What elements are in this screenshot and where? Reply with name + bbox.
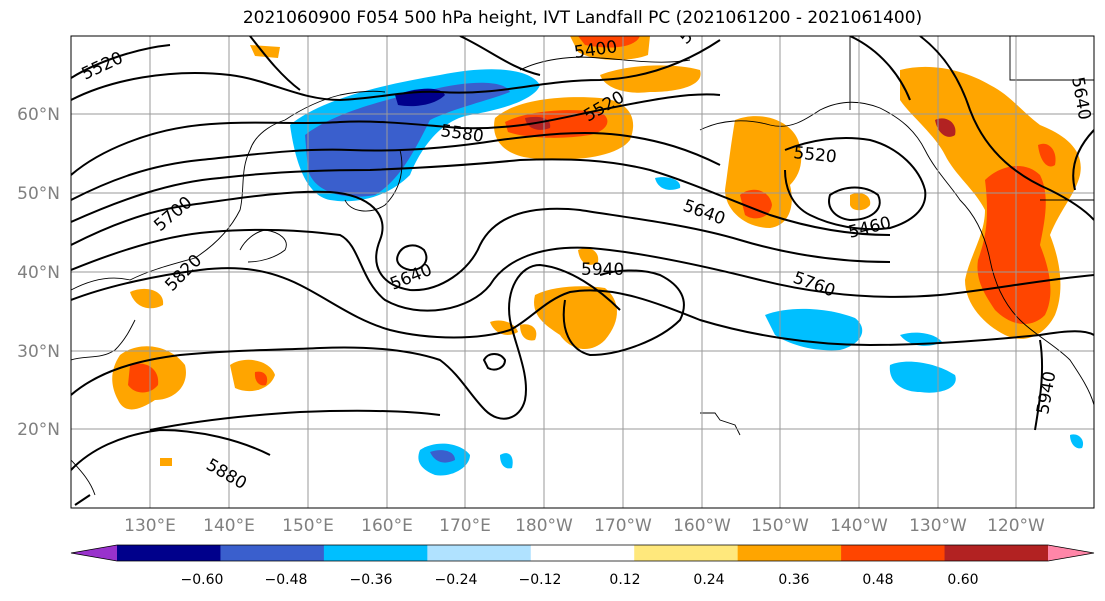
graticule — [71, 36, 1094, 508]
colorbar-tick-label: −0.60 — [181, 572, 224, 588]
lon-tick-label: 140°E — [203, 516, 255, 536]
colorbar-tick-label: 0.36 — [778, 572, 809, 588]
map-title: 2021060900 F054 500 hPa height, IVT Land… — [242, 8, 923, 28]
colorbar-tick-label: 0.60 — [947, 572, 978, 588]
colorbar-segment — [323, 545, 428, 561]
lon-tick-label: 160°E — [361, 516, 413, 536]
colorbar-segment — [944, 545, 1049, 561]
colorbar-segment — [737, 545, 842, 561]
lon-tick-label: 160°W — [673, 516, 731, 536]
contour-label: 5520 — [792, 143, 837, 167]
colorbar-segment — [427, 545, 532, 561]
colorbar-segment — [634, 545, 739, 561]
lon-tick-label: 150°E — [282, 516, 334, 536]
colorbar-tick-labels: −0.60 −0.48 −0.36 −0.24 −0.12 0.12 0.24 … — [181, 572, 979, 588]
colorbar-segment — [117, 545, 221, 561]
ivt-shading — [112, 36, 1084, 476]
lon-tick-label: 170°E — [439, 516, 491, 536]
colorbar-extend-low — [71, 545, 117, 561]
colorbar-segment — [530, 545, 635, 561]
colorbar — [70, 544, 1095, 562]
colorbar-segment — [841, 545, 946, 561]
lon-tick-label: 130°W — [909, 516, 967, 536]
lon-tick-label: 140°W — [830, 516, 888, 536]
colorbar-tick-label: 0.48 — [862, 572, 893, 588]
colorbar-tick-label: −0.48 — [265, 572, 308, 588]
map-frame — [70, 35, 1095, 509]
contour-label: 5940 — [581, 260, 624, 280]
latitude-labels: 60°N 50°N 40°N 30°N 20°N — [17, 105, 60, 440]
lon-tick-label: 130°E — [124, 516, 176, 536]
lon-tick-label: 180°W — [515, 516, 573, 536]
colorbar-extend-high — [1048, 545, 1094, 561]
lat-tick-label: 20°N — [17, 420, 60, 440]
lat-tick-label: 60°N — [17, 105, 60, 125]
height-contours — [71, 36, 1094, 506]
colorbar-tick-label: 0.12 — [609, 572, 640, 588]
lon-tick-label: 120°W — [987, 516, 1045, 536]
colorbar-tick-label: −0.12 — [519, 572, 562, 588]
longitude-labels: 130°E 140°E 150°E 160°E 170°E 180°W 170°… — [124, 516, 1045, 536]
colorbar-outline — [70, 544, 1095, 562]
lon-tick-label: 150°W — [751, 516, 809, 536]
lon-tick-label: 170°W — [594, 516, 652, 536]
colorbar-tick-label: −0.36 — [350, 572, 393, 588]
colorbar-tick-label: 0.24 — [693, 572, 724, 588]
colorbar-segment — [220, 545, 325, 561]
lat-tick-label: 40°N — [17, 263, 60, 283]
lat-tick-label: 30°N — [17, 342, 60, 362]
lat-tick-label: 50°N — [17, 184, 60, 204]
colorbar-tick-label: −0.24 — [435, 572, 478, 588]
